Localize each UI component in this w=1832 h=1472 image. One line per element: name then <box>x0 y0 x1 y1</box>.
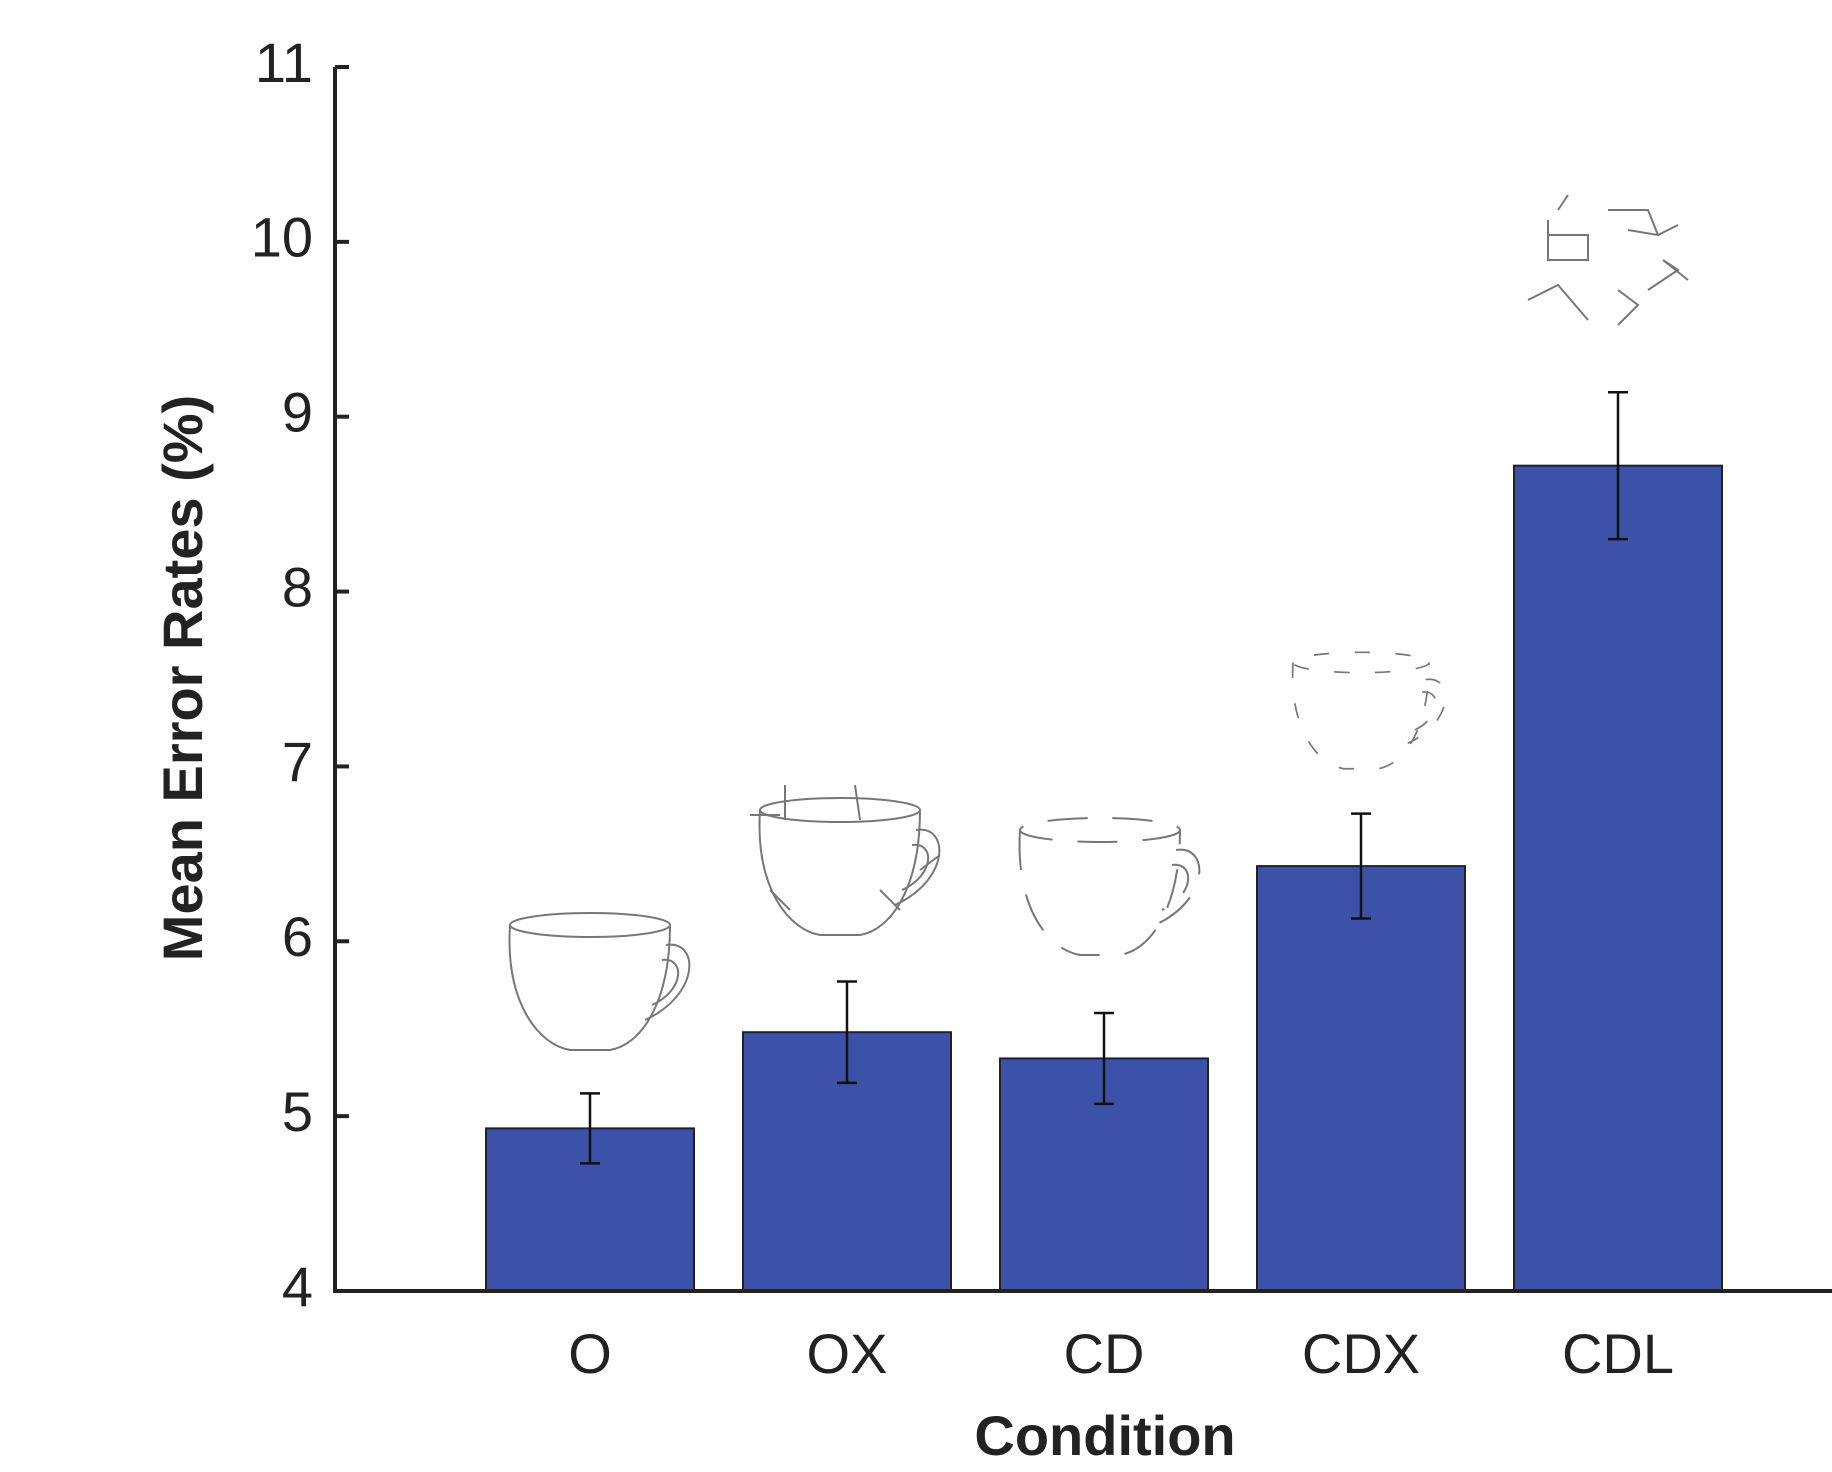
x-tick-label: CD <box>1064 1322 1145 1385</box>
bar <box>1256 865 1466 1293</box>
x-tick-label: CDX <box>1302 1322 1420 1385</box>
y-tick-label: 7 <box>282 730 313 793</box>
cup-crossed <box>750 784 941 936</box>
y-tick-label: 4 <box>282 1255 313 1318</box>
x-tick-label: O <box>568 1322 612 1385</box>
cup-intact <box>508 912 691 1051</box>
y-tick-label: 9 <box>282 381 313 444</box>
x-tick-label: OX <box>807 1322 888 1385</box>
y-tick-label: 6 <box>282 905 313 968</box>
cup-deleted <box>1018 817 1201 956</box>
y-tick-label: 10 <box>251 206 313 269</box>
y-tick-label: 8 <box>282 555 313 618</box>
x-tick-label: CDL <box>1562 1322 1674 1385</box>
error-bar <box>837 980 857 1085</box>
y-axis-title: Mean Error Rates (%) <box>151 395 214 961</box>
bar <box>1513 464 1723 1293</box>
x-axis-title: Condition <box>974 1404 1235 1467</box>
error-bar <box>580 1092 600 1165</box>
y-tick-label: 11 <box>255 31 313 94</box>
error-bar <box>1094 1011 1114 1106</box>
cup-deleted-crossed <box>1291 651 1447 770</box>
y-tick-label: 5 <box>282 1080 313 1143</box>
error-bar <box>1351 812 1371 920</box>
cup-scrambled <box>1527 194 1689 326</box>
error-bar <box>1608 390 1628 541</box>
